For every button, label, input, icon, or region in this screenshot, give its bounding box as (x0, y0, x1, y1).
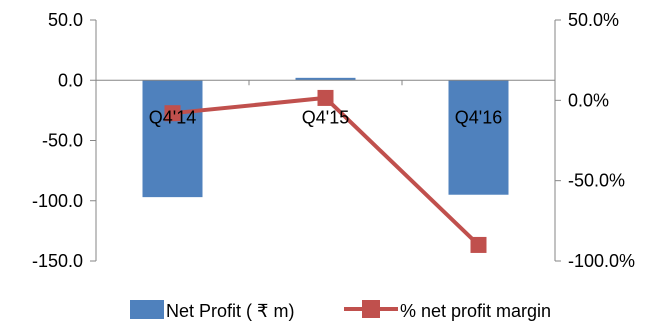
legend-swatch-profit-margin-marker (362, 300, 380, 318)
axes-layer: 50.0 0.0 -50.0 -100.0 -150.0 50.0% 0.0% -50.0% -… (32, 10, 635, 271)
labels-layer: Q4'14 Q4'15 Q4'16 (149, 107, 502, 127)
left-tick-label: 50.0 (48, 10, 83, 30)
right-tick-label: 50.0% (568, 10, 619, 30)
bar-Q4'14 (142, 80, 203, 198)
right-tick-label: -100.0% (568, 251, 635, 271)
profit-margin-marker-Q4'16 (470, 236, 487, 253)
bar-Q4'16 (448, 80, 509, 195)
legend-label-net-profit: Net Profit ( ₹ m) (166, 301, 294, 321)
category-label: Q4'15 (302, 107, 349, 127)
profit-margin-marker-Q4'14 (164, 105, 181, 122)
right-tick-label: 0.0% (568, 90, 609, 110)
left-tick-label: -100.0 (32, 191, 83, 211)
category-label: Q4'14 (149, 107, 196, 127)
profit-margin-marker-Q4'15 (317, 89, 334, 106)
bar-Q4'15 (295, 77, 356, 81)
left-tick-label: -50.0 (42, 131, 83, 151)
legend: Net Profit ( ₹ m) % net profit margin (130, 300, 551, 321)
line-layer (164, 89, 487, 253)
bars-layer (142, 77, 509, 198)
right-tick-label: -50.0% (568, 171, 625, 191)
legend-swatch-net-profit (130, 300, 164, 319)
left-tick-label: -150.0 (32, 251, 83, 271)
category-label: Q4'16 (455, 107, 502, 127)
left-tick-label: 0.0 (58, 70, 83, 90)
legend-label-profit-margin: % net profit margin (400, 301, 551, 321)
